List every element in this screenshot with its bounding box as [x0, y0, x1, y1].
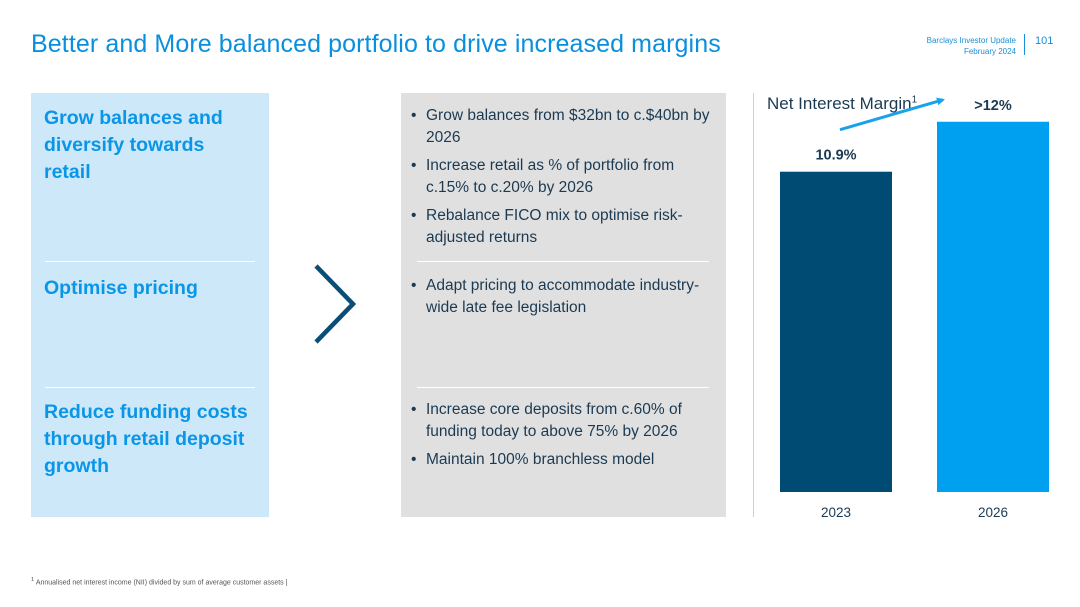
- actions-divider: [417, 261, 709, 262]
- actions-panel: Grow balances from $32bn to c.$40bn by 2…: [401, 93, 726, 517]
- action-list-funding: Increase core deposits from c.60% of fun…: [411, 399, 711, 478]
- strategy-panel: Grow balances and diversify towards reta…: [31, 93, 269, 517]
- list-item: Maintain 100% branchless model: [411, 449, 711, 471]
- page-title: Better and More balanced portfolio to dr…: [31, 30, 721, 58]
- chevron-right-icon: [314, 264, 357, 344]
- strategy-divider: [45, 261, 255, 262]
- header-divider: [1024, 34, 1025, 55]
- strategy-heading-pricing: Optimise pricing: [44, 277, 198, 299]
- chart-divider: [753, 93, 754, 517]
- strategy-heading-grow: Grow balances and diversify towards reta…: [44, 107, 223, 183]
- list-item: Rebalance FICO mix to optimise risk-adju…: [411, 205, 711, 248]
- data-label-2026: >12%: [974, 98, 1012, 114]
- report-date: February 2024: [963, 47, 1016, 56]
- chart-title: Net Interest Margin1: [767, 94, 918, 113]
- list-item: Grow balances from $32bn to c.$40bn by 2…: [411, 105, 711, 148]
- list-item: Increase core deposits from c.60% of fun…: [411, 399, 711, 442]
- x-tick-label-2026: 2026: [978, 505, 1008, 520]
- actions-divider: [417, 387, 709, 388]
- strategy-heading-funding: Reduce funding costs through retail depo…: [44, 401, 248, 477]
- footnote-marker: 1: [911, 94, 918, 106]
- x-tick-label-2023: 2023: [821, 505, 851, 520]
- action-list-grow: Grow balances from $32bn to c.$40bn by 2…: [411, 105, 711, 255]
- footnote: 1 Annualised net interest income (NII) d…: [31, 577, 288, 587]
- action-list-pricing: Adapt pricing to accommodate industry-wi…: [411, 275, 711, 325]
- page-number: 101: [1035, 35, 1054, 47]
- report-name: Barclays Investor Update: [926, 36, 1016, 45]
- bar-2023: [780, 171, 892, 492]
- header-meta: Barclays Investor Update February 2024: [927, 35, 1016, 57]
- list-item: Increase retail as % of portfolio from c…: [411, 155, 711, 198]
- list-item: Adapt pricing to accommodate industry-wi…: [411, 275, 711, 318]
- data-label-2023: 10.9%: [815, 148, 856, 164]
- strategy-divider: [45, 387, 255, 388]
- bar-2026: [937, 121, 1049, 492]
